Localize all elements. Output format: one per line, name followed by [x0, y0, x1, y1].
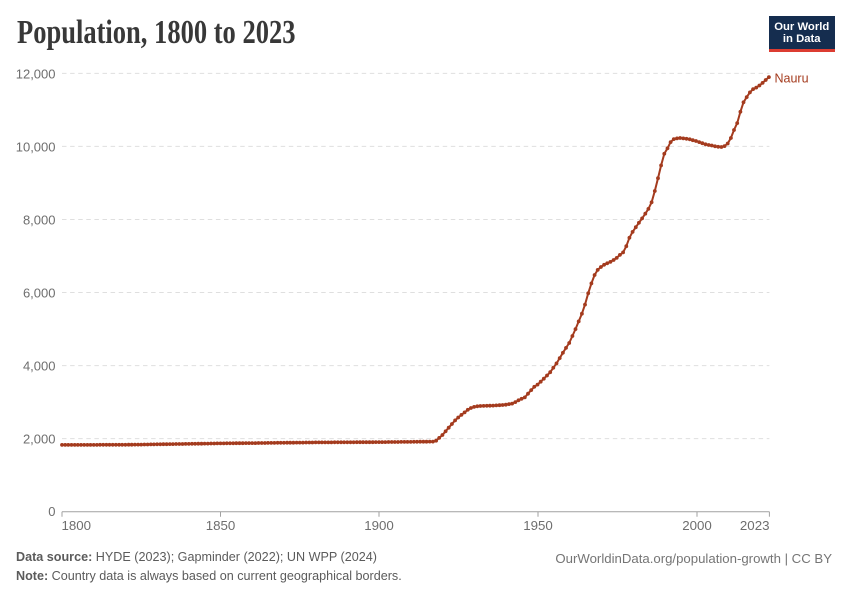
svg-text:8,000: 8,000 [23, 213, 56, 228]
svg-text:4,000: 4,000 [23, 359, 56, 374]
svg-text:2023: 2023 [740, 518, 770, 533]
svg-text:1950: 1950 [523, 518, 553, 533]
svg-text:1850: 1850 [206, 518, 236, 533]
svg-text:10,000: 10,000 [16, 139, 56, 154]
svg-text:1800: 1800 [62, 518, 92, 533]
svg-text:Nauru: Nauru [775, 71, 809, 85]
svg-text:0: 0 [48, 504, 55, 519]
svg-text:6,000: 6,000 [23, 286, 56, 301]
svg-text:2000: 2000 [682, 518, 712, 533]
svg-text:12,000: 12,000 [16, 66, 56, 81]
svg-text:2,000: 2,000 [23, 432, 56, 447]
svg-text:1900: 1900 [364, 518, 394, 533]
